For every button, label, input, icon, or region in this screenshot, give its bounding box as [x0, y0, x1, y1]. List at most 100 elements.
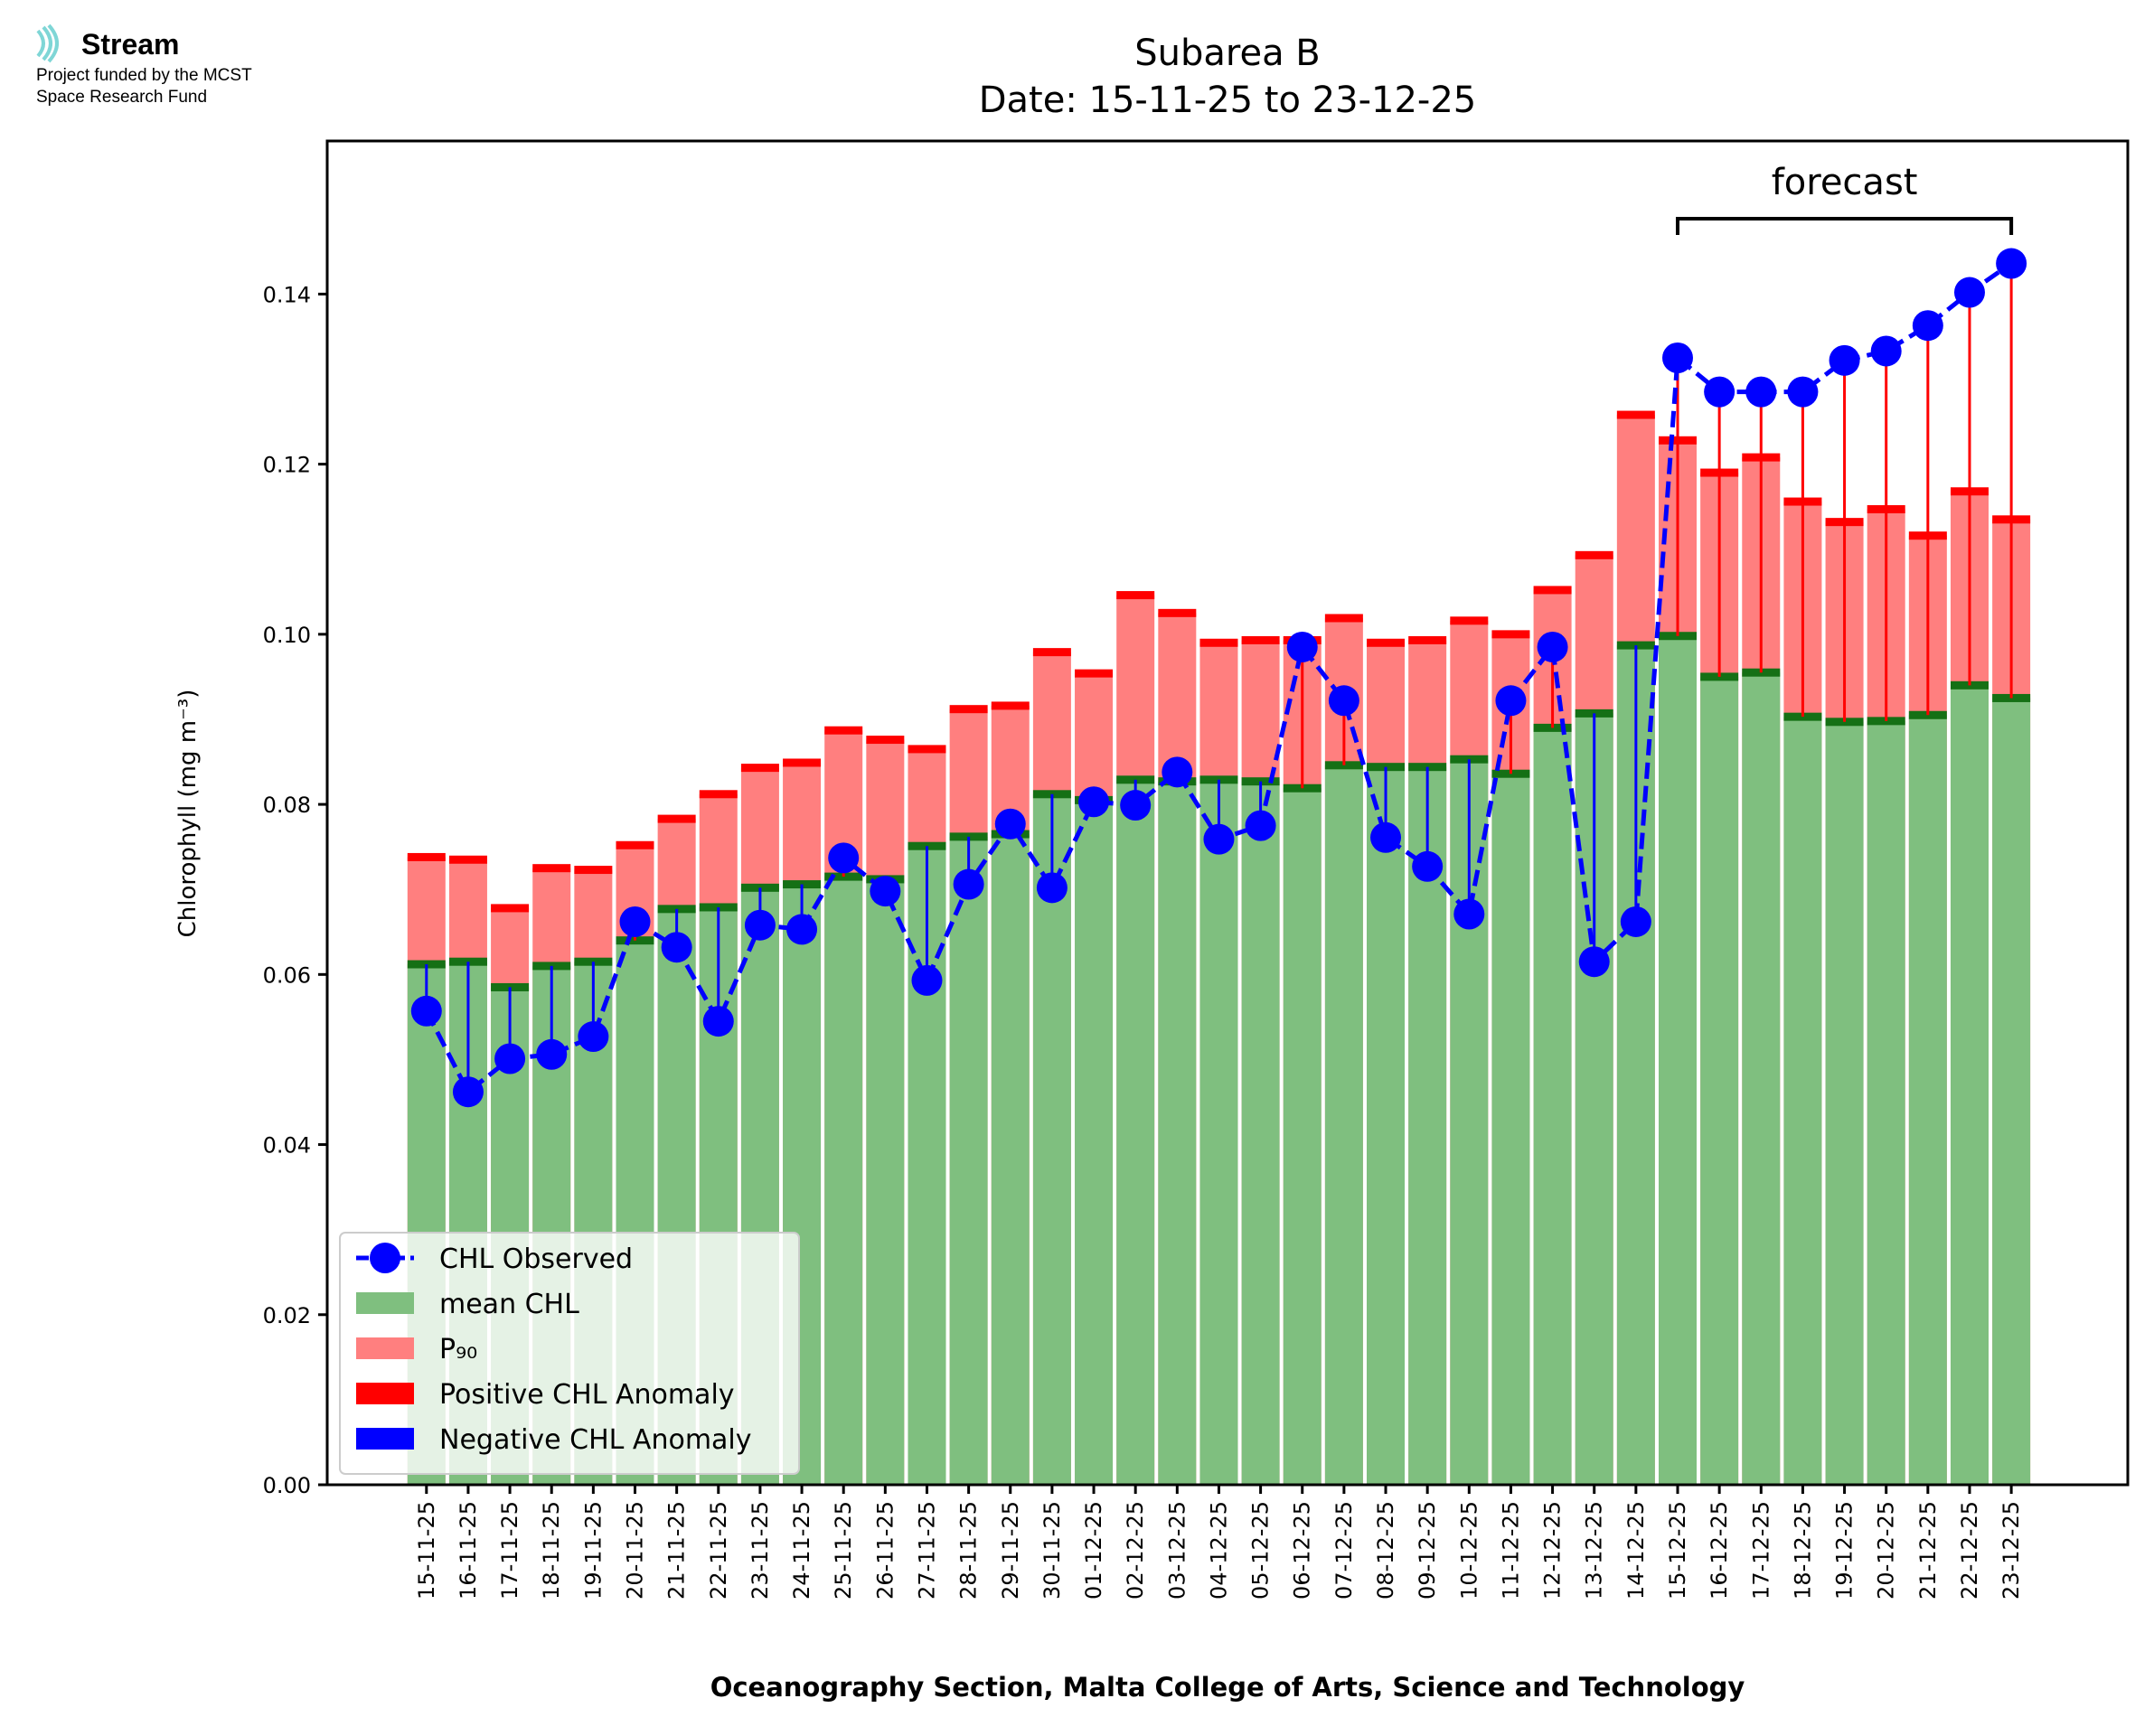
observed-layer: [410, 248, 2027, 1108]
forecast-bracket: [1676, 217, 2014, 235]
legend-label: P₉₀: [439, 1334, 477, 1365]
chl-observed-point: [410, 995, 442, 1027]
mean-chl-bar: [1116, 779, 1155, 1485]
chl-observed-point: [1704, 376, 1735, 408]
x-tick-label: 01-12-25: [1081, 1501, 1106, 1600]
p90-cap: [1199, 638, 1238, 647]
chl-observed-point: [1036, 872, 1068, 904]
chl-observed-point: [1953, 277, 1985, 308]
y-tick-label: 0.10: [263, 623, 311, 648]
y-tick-label: 0.02: [263, 1303, 311, 1328]
p90-cap: [866, 736, 905, 745]
mean-chl-bar: [1199, 779, 1238, 1485]
chl-observed-point: [1453, 898, 1485, 930]
chl-observed-point: [1203, 823, 1235, 855]
x-tick-label: 09-12-25: [1415, 1501, 1440, 1600]
y-tick-label: 0.00: [263, 1473, 311, 1498]
x-tick-label: 12-12-25: [1540, 1501, 1566, 1600]
y-tick-label: 0.14: [263, 282, 311, 307]
forecast-annotation: forecast: [1676, 162, 2014, 235]
p90-cap: [991, 701, 1030, 710]
mean-chl-bar: [1950, 685, 1989, 1485]
chl-observed-point: [1286, 631, 1318, 662]
chl-observed-point: [1745, 376, 1777, 408]
x-tick-label: 18-12-25: [1790, 1501, 1815, 1600]
mean-chl-bar: [1992, 698, 2031, 1485]
p90-cap: [783, 758, 822, 767]
mean-chl-bar: [1908, 715, 1947, 1485]
p90-cap: [949, 705, 988, 714]
mean-chl-bar: [1241, 781, 1280, 1485]
x-tick-label: 15-11-25: [414, 1501, 439, 1600]
mean-chl-bar: [1491, 774, 1530, 1485]
p90-cap: [1575, 550, 1613, 559]
mean-chl-bar: [1783, 717, 1822, 1485]
x-tick-label: 24-11-25: [789, 1501, 814, 1600]
chl-observed-point: [619, 906, 651, 937]
x-tick-label: 17-11-25: [497, 1501, 522, 1600]
legend-label: CHL Observed: [439, 1243, 633, 1275]
legend-label: mean CHL: [439, 1289, 579, 1320]
stream-wave-icon: [36, 23, 59, 63]
forecast-label: forecast: [1772, 162, 1918, 203]
x-tick-label: 29-11-25: [998, 1501, 1023, 1600]
x-axis-label: Oceanography Section, Malta College of A…: [710, 1672, 1745, 1703]
x-tick-label: 17-12-25: [1748, 1501, 1773, 1600]
chl-observed-point: [994, 808, 1026, 840]
stream-logo: Stream Project funded by the MCST Space …: [36, 23, 252, 107]
p90-cap: [1367, 638, 1406, 647]
p90-cap: [1491, 630, 1530, 639]
chl-observed-point: [1370, 821, 1402, 853]
x-tick-label: 11-12-25: [1498, 1501, 1523, 1600]
chl-observed-point: [870, 876, 901, 907]
p90-cap: [574, 866, 613, 875]
p90-cap: [1408, 635, 1447, 644]
x-tick-label: 05-12-25: [1248, 1501, 1274, 1600]
legend-label: Negative CHL Anomaly: [439, 1424, 752, 1456]
legend-patch-swatch: [356, 1383, 414, 1404]
chl-observed-point: [1162, 756, 1193, 788]
legend: CHL Observed mean CHL P₉₀ Positive CHL Anom…: [339, 1232, 800, 1475]
mean-chl-bar: [1867, 720, 1905, 1485]
mean-chl-bar: [1075, 800, 1114, 1485]
x-tick-label: 14-12-25: [1623, 1501, 1649, 1600]
mean-chl-bar: [1533, 727, 1572, 1485]
legend-patch-swatch: [356, 1428, 414, 1450]
x-tick-label: 20-12-25: [1874, 1501, 1899, 1600]
x-tick-label: 25-11-25: [831, 1501, 856, 1600]
y-axis: 0.00 0.02 0.04 0.06 0.08 0.10 0.12 0.14: [263, 282, 327, 1498]
x-tick-label: 27-11-25: [915, 1501, 940, 1600]
x-tick-label: 23-12-25: [1999, 1501, 2024, 1600]
chl-observed-point: [661, 932, 692, 963]
p90-cap: [1450, 616, 1489, 625]
p90-cap: [532, 864, 571, 873]
x-tick-label: 06-12-25: [1290, 1501, 1315, 1600]
chl-observed-point: [1078, 786, 1110, 818]
x-tick-label: 19-12-25: [1832, 1501, 1858, 1600]
p90-cap: [1158, 608, 1197, 617]
chart-subtitle: Date: 15-11-25 to 23-12-25: [979, 80, 1477, 121]
chl-observed-point: [1245, 810, 1276, 841]
chl-observed-point: [1787, 376, 1819, 408]
logo-name: Stream: [81, 28, 180, 61]
chl-observed-point: [953, 868, 984, 900]
x-tick-label: 16-11-25: [456, 1501, 481, 1600]
y-tick-label: 0.06: [263, 962, 311, 988]
chl-observed-point: [452, 1076, 484, 1108]
p90-cap: [407, 852, 446, 861]
p90-cap: [1116, 591, 1155, 600]
x-tick-label: 02-12-25: [1123, 1501, 1148, 1600]
x-tick-label: 23-11-25: [748, 1501, 773, 1600]
chl-observed-point: [536, 1038, 568, 1070]
p90-cap: [1533, 586, 1572, 595]
p90-cap: [1616, 410, 1655, 419]
chl-observed-point: [828, 842, 860, 874]
p90-cap: [1075, 669, 1114, 678]
p90-cap: [616, 840, 654, 849]
chl-observed-point: [1412, 850, 1444, 882]
p90-cap: [908, 745, 946, 754]
legend-observed-marker-swatch: [370, 1243, 400, 1273]
chl-observed-point: [1620, 906, 1651, 937]
x-tick-label: 07-12-25: [1331, 1501, 1357, 1600]
